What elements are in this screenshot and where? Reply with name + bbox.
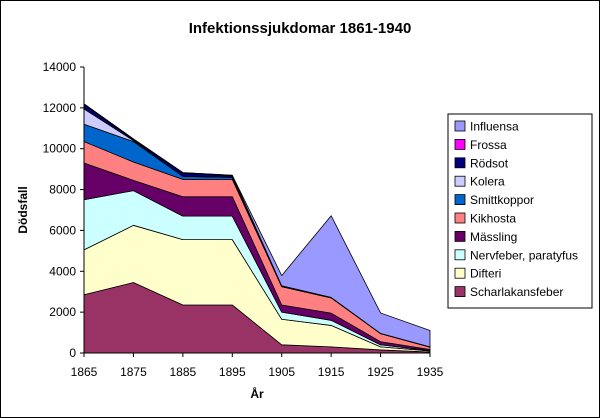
legend-swatch-scharlakansfeber xyxy=(454,286,466,298)
area-series-group xyxy=(83,103,431,354)
y-tick-group: 0 2000 4000 6000 8000 10000 12000 14000 xyxy=(43,60,84,360)
legend-swatch-r-dsot xyxy=(454,157,466,169)
y-tick-label: 8000 xyxy=(49,183,76,197)
x-tick-group: 1865 1875 1885 1895 1905 1915 1925 1935 xyxy=(71,353,444,379)
chart-title: Infektionssjukdomar 1861-1940 xyxy=(189,20,412,37)
y-tick-label: 12000 xyxy=(43,101,77,115)
legend-box xyxy=(447,113,593,309)
x-tick-label: 1895 xyxy=(219,365,246,379)
y-tick-label: 10000 xyxy=(43,142,77,156)
area-influensa xyxy=(83,103,431,348)
legend-label-nervfeber-paratyfus: Nervfeber, paratyfus xyxy=(470,248,578,262)
legend-swatch-kolera xyxy=(454,175,466,187)
legend: Influensa Frossa Rödsot Kolera Smittkoppor Ki… xyxy=(447,113,593,309)
legend-swatch-difteri xyxy=(454,267,466,279)
y-tick-label: 6000 xyxy=(49,223,76,237)
x-tick-label: 1875 xyxy=(120,365,147,379)
legend-label-smittkoppor: Smittkoppor xyxy=(470,193,534,207)
legend-label-frossa: Frossa xyxy=(470,138,507,152)
legend-swatch-frossa xyxy=(454,138,466,150)
y-tick-label: 0 xyxy=(69,346,76,360)
x-tick-label: 1925 xyxy=(367,365,394,379)
y-axis-label: Dödsfall xyxy=(16,186,30,233)
legend-swatch-influensa xyxy=(454,120,466,132)
legend-label-m-ssling: Mässling xyxy=(470,230,517,244)
legend-label-scharlakansfeber: Scharlakansfeber xyxy=(470,285,563,299)
legend-label-kolera: Kolera xyxy=(470,175,505,189)
x-tick-label: 1865 xyxy=(71,365,98,379)
x-axis-label: År xyxy=(250,386,264,401)
legend-swatch-kikhosta xyxy=(454,212,466,224)
legend-label-kikhosta: Kikhosta xyxy=(470,212,516,226)
legend-label-difteri: Difteri xyxy=(470,267,501,281)
legend-swatch-m-ssling xyxy=(454,230,466,242)
y-tick-label: 2000 xyxy=(49,305,76,319)
y-tick-label: 4000 xyxy=(49,264,76,278)
y-tick-label: 14000 xyxy=(43,60,77,74)
x-tick-label: 1885 xyxy=(170,365,197,379)
legend-label-influensa: Influensa xyxy=(470,120,519,134)
x-tick-label: 1935 xyxy=(417,365,444,379)
legend-label-r-dsot: Rödsot xyxy=(470,156,509,170)
legend-swatch-nervfeber-paratyfus xyxy=(454,249,466,261)
legend-items: Influensa Frossa Rödsot Kolera Smittkoppor Ki… xyxy=(454,120,578,299)
x-tick-label: 1905 xyxy=(268,365,295,379)
x-tick-label: 1915 xyxy=(318,365,345,379)
legend-swatch-smittkoppor xyxy=(454,194,466,206)
